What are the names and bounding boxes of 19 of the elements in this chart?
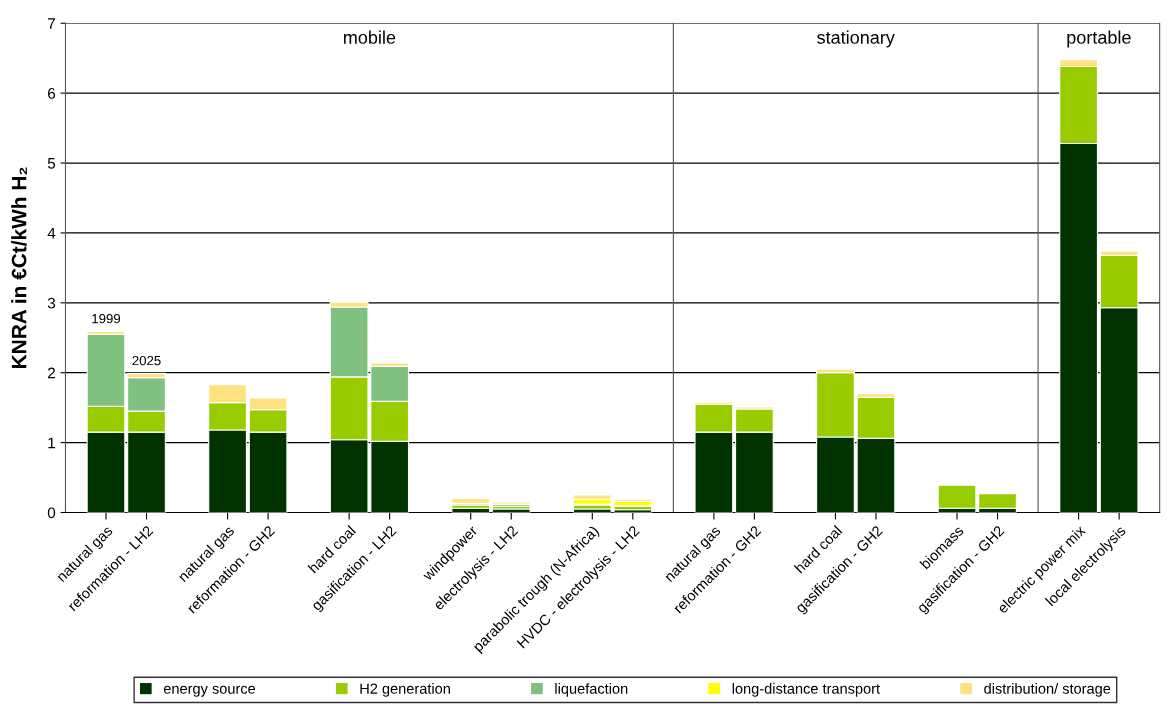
legend-label: distribution/ storage (984, 683, 1111, 697)
chart-title: mobile (344, 30, 396, 44)
chart-title: stationary (817, 30, 895, 48)
legend-label: energy source (163, 685, 256, 697)
y-tick-label: 7 (48, 18, 55, 29)
legend-label: H2 generation (360, 683, 450, 697)
y-tick-label: 5 (47, 158, 56, 169)
y-tick-label: 4 (47, 227, 56, 239)
annotation: 2025 (132, 355, 161, 366)
annotation: 1999 (92, 313, 121, 324)
legend-label: long-distance transport (732, 683, 880, 697)
y-axis-title: KNRA in €Ct/kWh H₂ (11, 167, 27, 368)
y-tick-label: 3 (47, 297, 56, 309)
y-tick-label: 1 (48, 437, 55, 449)
y-tick-label: 2 (48, 367, 55, 379)
y-tick-label: 0 (47, 507, 56, 519)
legend-label: liquefaction (555, 683, 628, 697)
chart-title: portable (1067, 30, 1131, 48)
y-tick-label: 6 (48, 88, 56, 99)
